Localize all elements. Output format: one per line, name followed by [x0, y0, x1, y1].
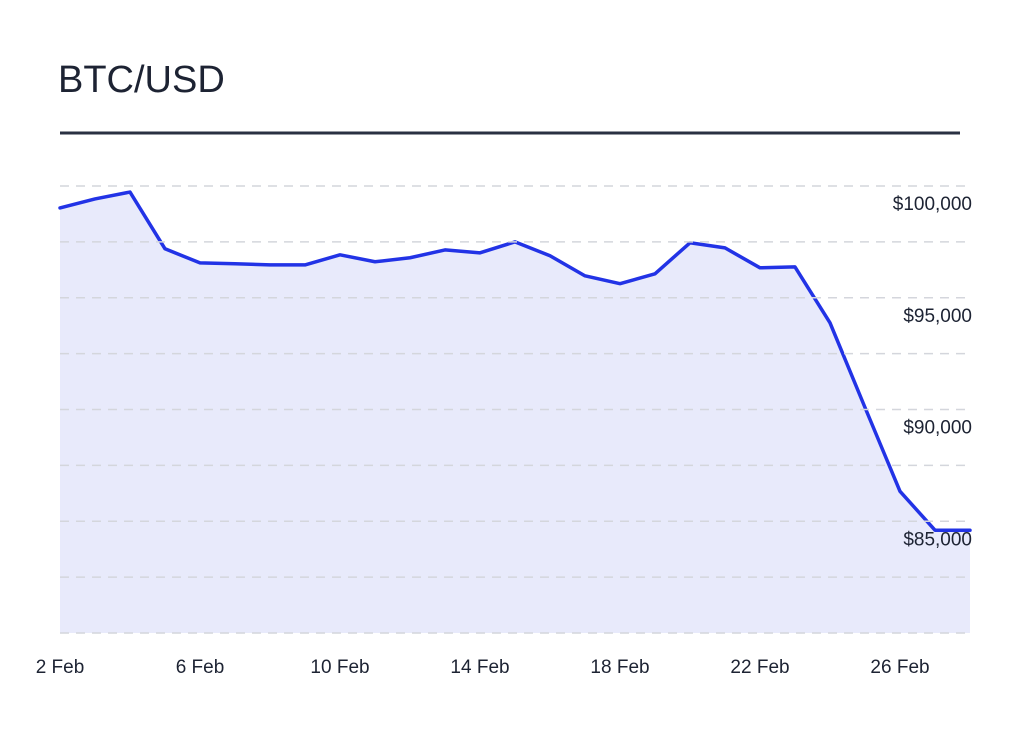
x-tick-label: 2 Feb — [36, 657, 85, 678]
y-tick-label: $90,000 — [903, 418, 972, 439]
chart-title: BTC/USD — [58, 59, 225, 101]
y-axis: $85,000 $90,000 $95,000 $100,000 — [893, 194, 972, 550]
y-tick-label: $85,000 — [903, 529, 972, 550]
area-fill — [60, 192, 970, 634]
y-tick-label: $95,000 — [903, 306, 972, 327]
x-tick-label: 22 Feb — [730, 657, 789, 678]
grid — [60, 185, 970, 634]
x-tick-label: 14 Feb — [450, 657, 509, 678]
x-tick-label: 10 Feb — [310, 657, 369, 678]
x-tick-label: 18 Feb — [590, 657, 649, 678]
x-tick-label: 26 Feb — [870, 657, 929, 678]
series — [58, 190, 972, 634]
x-tick-label: 6 Feb — [176, 657, 225, 678]
y-tick-label: $100,000 — [893, 194, 972, 215]
